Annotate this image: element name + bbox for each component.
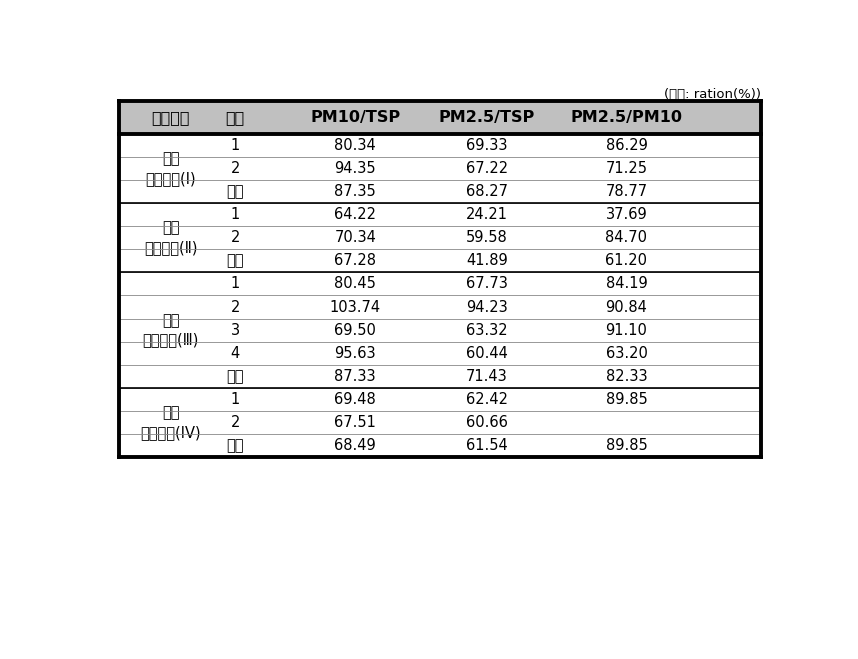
- Text: PM2.5/PM10: PM2.5/PM10: [571, 110, 682, 125]
- Text: 90.84: 90.84: [606, 299, 648, 314]
- Text: 횟수: 횟수: [226, 110, 245, 125]
- Text: 103.74: 103.74: [329, 299, 381, 314]
- Text: 69.50: 69.50: [335, 323, 376, 337]
- Text: 89.85: 89.85: [606, 438, 648, 453]
- Text: 37.69: 37.69: [606, 207, 648, 222]
- Text: 59.58: 59.58: [466, 230, 508, 245]
- Text: 1: 1: [231, 138, 239, 153]
- Text: 2: 2: [231, 230, 240, 245]
- Text: 89.85: 89.85: [606, 392, 648, 407]
- Text: 84.19: 84.19: [606, 276, 648, 291]
- Text: 71.43: 71.43: [466, 369, 508, 384]
- Text: 1: 1: [231, 207, 239, 222]
- Text: 60.44: 60.44: [466, 346, 508, 360]
- Text: 84.70: 84.70: [606, 230, 648, 245]
- Text: 63.20: 63.20: [606, 346, 648, 360]
- Text: 화력
발전시설(I): 화력 발전시설(I): [146, 151, 196, 186]
- Text: 80.34: 80.34: [335, 138, 376, 153]
- Text: 61.54: 61.54: [466, 438, 508, 453]
- Text: 2: 2: [231, 299, 240, 314]
- Text: 69.33: 69.33: [466, 138, 508, 153]
- Text: 86.29: 86.29: [606, 138, 648, 153]
- Text: 화력
발전시설(Ⅲ): 화력 발전시설(Ⅲ): [142, 313, 199, 347]
- Text: 평균: 평균: [227, 184, 244, 199]
- Text: 3: 3: [231, 323, 239, 337]
- Text: 화력
발전시설(IV): 화력 발전시설(IV): [141, 405, 201, 440]
- Text: 발전시설: 발전시설: [152, 110, 190, 125]
- Text: PM2.5/TSP: PM2.5/TSP: [439, 110, 535, 125]
- Text: 24.21: 24.21: [466, 207, 508, 222]
- Text: (단위: ration(%)): (단위: ration(%)): [663, 88, 760, 101]
- Text: 78.77: 78.77: [606, 184, 648, 199]
- Text: 87.35: 87.35: [335, 184, 376, 199]
- Text: 68.49: 68.49: [335, 438, 376, 453]
- Text: 평균: 평균: [227, 438, 244, 453]
- Text: 70.34: 70.34: [335, 230, 376, 245]
- Text: 화력
발전시설(Ⅱ): 화력 발전시설(Ⅱ): [144, 220, 197, 255]
- Text: 91.10: 91.10: [606, 323, 648, 337]
- Text: PM10/TSP: PM10/TSP: [311, 110, 401, 125]
- Text: 67.73: 67.73: [466, 276, 508, 291]
- Text: 64.22: 64.22: [335, 207, 377, 222]
- Text: 63.32: 63.32: [466, 323, 508, 337]
- Text: 1: 1: [231, 392, 239, 407]
- Text: 82.33: 82.33: [606, 369, 647, 384]
- Text: 62.42: 62.42: [466, 392, 508, 407]
- Text: 평균: 평균: [227, 369, 244, 384]
- Text: 1: 1: [231, 276, 239, 291]
- Text: 80.45: 80.45: [335, 276, 376, 291]
- Text: 87.33: 87.33: [335, 369, 376, 384]
- Text: 67.22: 67.22: [466, 161, 508, 176]
- Bar: [119, 101, 760, 134]
- Text: 94.23: 94.23: [466, 299, 508, 314]
- Text: 95.63: 95.63: [335, 346, 376, 360]
- Text: 평균: 평균: [227, 253, 244, 268]
- Text: 69.48: 69.48: [335, 392, 376, 407]
- Text: 60.66: 60.66: [466, 415, 508, 430]
- Text: 4: 4: [231, 346, 239, 360]
- Text: 2: 2: [231, 161, 240, 176]
- Text: 94.35: 94.35: [335, 161, 376, 176]
- Text: 67.51: 67.51: [335, 415, 376, 430]
- Text: 2: 2: [231, 415, 240, 430]
- Text: 68.27: 68.27: [466, 184, 508, 199]
- Text: 71.25: 71.25: [606, 161, 648, 176]
- Text: 41.89: 41.89: [466, 253, 508, 268]
- Text: 67.28: 67.28: [335, 253, 377, 268]
- Text: 61.20: 61.20: [606, 253, 648, 268]
